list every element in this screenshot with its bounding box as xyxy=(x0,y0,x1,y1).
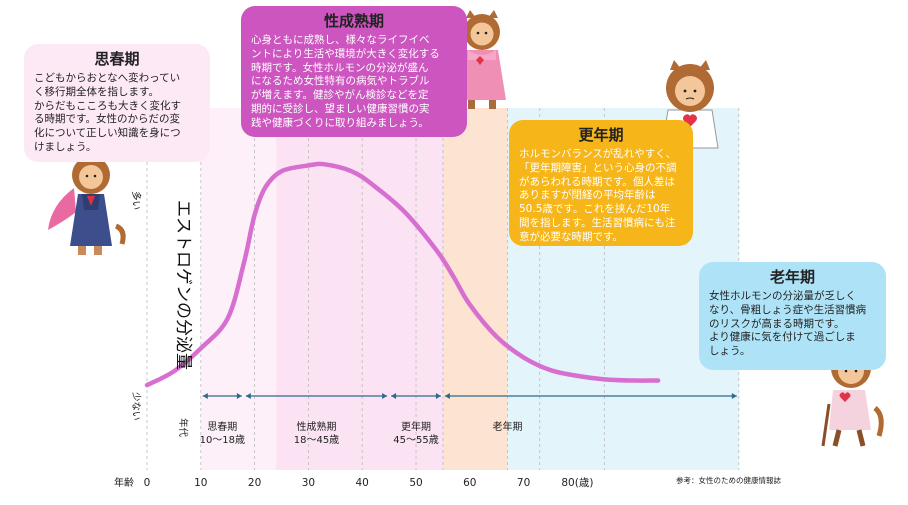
y-high-label: 多い xyxy=(130,191,142,210)
mature-title: 性成熟期 xyxy=(323,12,384,30)
x-tick-label-1: 10 xyxy=(194,477,207,489)
period-arrowhead-right-3 xyxy=(731,393,737,399)
y-axis-label: エストロゲンの分泌量 xyxy=(173,200,193,370)
puberty-title: 思春期 xyxy=(94,50,140,68)
period-arrowhead-left-2 xyxy=(391,393,397,399)
x-axis-title: 年齢 xyxy=(114,476,134,489)
x-tick-label-3: 30 xyxy=(302,477,315,489)
period-arrows xyxy=(202,393,737,399)
period-arrowhead-left-3 xyxy=(444,393,450,399)
menopause-info-box: 更年期 ホルモンバランスが乱れやすく、 「更年期障害」という心身の不調 があらわ… xyxy=(509,120,693,246)
mature-text: 心身ともに成熟し、様々なライフイベ ントにより生活や環境が大きく変化する 時期で… xyxy=(251,33,440,129)
period-name-0: 思春期 xyxy=(207,421,237,433)
senior-title: 老年期 xyxy=(769,268,815,286)
menopause-title: 更年期 xyxy=(578,126,624,144)
source-note: 参考：女性のための健康情報誌 xyxy=(676,475,781,485)
mature-info-box: 性成熟期 心身ともに成熟し、様々なライフイベ ントにより生活や環境が大きく変化す… xyxy=(241,6,467,137)
y-low-label: 少ない xyxy=(130,392,141,421)
girl-student-character-icon xyxy=(48,152,126,255)
period-band-2 xyxy=(442,108,508,470)
x-tick-label-0: 0 xyxy=(144,477,151,489)
x-tick-label-4: 40 xyxy=(356,477,369,489)
period-arrowhead-right-2 xyxy=(435,393,441,399)
period-band-1 xyxy=(276,108,443,470)
puberty-text: こどもからおとなへ変わってい く移行期全体を指します。 からだもこころも大きく変… xyxy=(34,71,181,154)
period-header-label: 年代 xyxy=(177,418,189,438)
x-tick-label-8: 80(歳) xyxy=(561,477,593,489)
period-arrowhead-right-0 xyxy=(236,393,242,399)
menopause-text: ホルモンバランスが乱れやすく、 「更年期障害」という心身の不調 があらわれる時期… xyxy=(519,147,677,243)
senior-info-box: 老年期 女性ホルモンの分泌量が乏しく なり、骨粗しょう症や生活習慣病 のリスクが… xyxy=(699,262,886,370)
period-arrowhead-left-0 xyxy=(202,393,208,399)
puberty-info-box: 思春期 こどもからおとなへ変わってい く移行期全体を指します。 からだもこころも… xyxy=(24,44,210,162)
period-range-1: 18〜45歳 xyxy=(294,434,339,446)
period-range-2: 45〜55歳 xyxy=(393,434,438,446)
grid-lines xyxy=(146,108,740,470)
period-name-1: 性成熟期 xyxy=(296,420,336,433)
woman-character-icon xyxy=(458,10,506,109)
x-tick-label-2: 20 xyxy=(248,477,261,489)
senior-text: 女性ホルモンの分泌量が乏しく なり、骨粗しょう症や生活習慣病 のリスクが高まる時… xyxy=(709,289,867,358)
period-arrowhead-right-1 xyxy=(382,393,388,399)
x-tick-label-5: 50 xyxy=(409,477,422,489)
estrogen-curve xyxy=(144,161,661,388)
period-name-3: 老年期 xyxy=(492,420,522,433)
period-arrowhead-left-1 xyxy=(245,393,251,399)
x-tick-labels: 0 10 20 30 40 50 60 70 80(歳) xyxy=(144,477,594,489)
period-name-2: 更年期 xyxy=(401,420,431,433)
x-tick-label-6: 60 xyxy=(463,477,476,489)
x-tick-label-7: 70 xyxy=(517,477,530,489)
period-range-0: 10〜18歳 xyxy=(200,434,245,446)
